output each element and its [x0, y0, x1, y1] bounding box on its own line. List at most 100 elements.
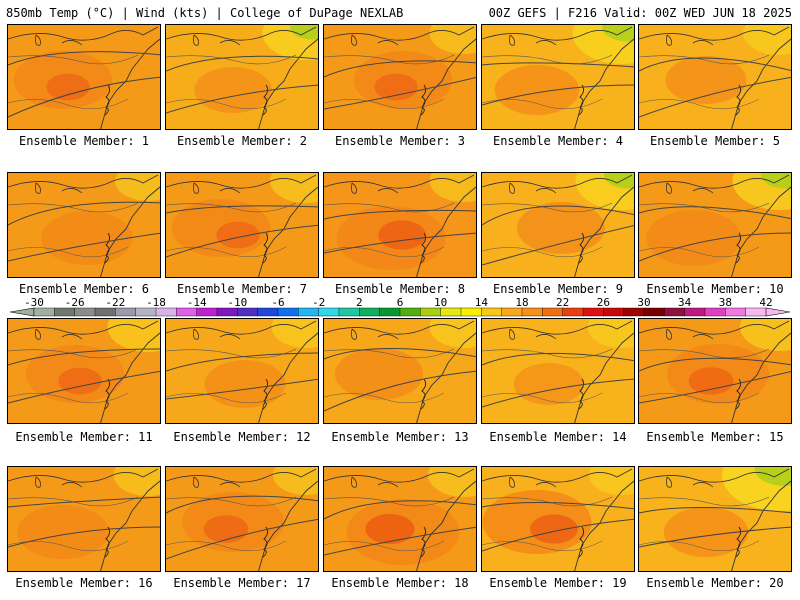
colorbar-max-arrow	[765, 307, 791, 317]
height-contours	[324, 60, 476, 110]
colorbar-swatch	[745, 307, 767, 317]
warm-anomaly-shading	[353, 51, 453, 109]
colorbar-tick-label: -18	[146, 298, 166, 309]
ensemble-map-20	[638, 466, 792, 572]
ensemble-map-4	[481, 24, 635, 130]
colorbar-swatch	[216, 307, 238, 317]
warm-anomaly-shading	[204, 360, 286, 408]
colorbar-tick-label: 18	[515, 298, 528, 309]
warm-anomaly-shading	[665, 56, 747, 104]
height-contours	[8, 348, 160, 404]
height-contours	[8, 51, 160, 118]
ensemble-member-label: Ensemble Member: 15	[646, 430, 784, 444]
ensemble-map-11	[7, 318, 161, 424]
colorbar-tick-label: 2	[356, 298, 363, 309]
ensemble-member-label: Ensemble Member: 19	[489, 576, 627, 590]
warm-anomaly-shading	[17, 505, 109, 559]
colorbar-swatch	[481, 307, 503, 317]
colorbar-swatch	[74, 307, 96, 317]
ensemble-member-label: Ensemble Member: 20	[646, 576, 784, 590]
ensemble-member-label: Ensemble Member: 17	[173, 576, 311, 590]
ensemble-map-15	[638, 318, 792, 424]
warm-anomaly-shading	[41, 211, 133, 265]
ensemble-map-8	[323, 172, 477, 278]
warm-anomaly-shading	[13, 51, 113, 109]
colorbar-tick-label: 14	[475, 298, 489, 309]
height-contours	[639, 507, 791, 548]
height-contours	[639, 206, 791, 262]
colorbar-tick-label: -2	[312, 298, 325, 309]
colorbar-min-arrow	[9, 307, 35, 317]
ensemble-map-10	[638, 172, 792, 278]
height-contours	[8, 201, 160, 262]
colorbar-swatch	[684, 307, 706, 317]
ensemble-member-label: Ensemble Member: 12	[173, 430, 311, 444]
colorbar-swatch	[379, 307, 401, 317]
colorbar-tick-label: 42	[759, 298, 772, 309]
colorbar-swatch	[582, 307, 604, 317]
ensemble-member-label: Ensemble Member: 3	[334, 134, 466, 148]
warm-anomaly-shading	[513, 363, 585, 405]
cool-anomaly-shading	[572, 25, 634, 64]
height-contours	[482, 501, 634, 552]
height-contours	[166, 352, 318, 400]
ensemble-map-19	[481, 466, 635, 572]
ensemble-member-label: Ensemble Member: 11	[15, 430, 153, 444]
colorbar-tick-label: 10	[434, 298, 447, 309]
colorbar-swatch	[460, 307, 482, 317]
colorbar-swatch	[603, 307, 625, 317]
colorbar-swatch	[33, 307, 55, 317]
warm-anomaly-shading	[335, 348, 423, 400]
colorbar-swatch	[420, 307, 442, 317]
height-contours	[482, 62, 634, 106]
warm-anomaly-shading	[336, 206, 446, 270]
height-contours	[166, 55, 318, 114]
ensemble-map-13	[323, 318, 477, 424]
warm-anomaly-shading	[663, 507, 749, 557]
colorbar-tick-label: 26	[597, 298, 610, 309]
height-contours	[639, 357, 791, 404]
ensemble-map-18	[323, 466, 477, 572]
colorbar-tick-label: 34	[678, 298, 692, 309]
colorbar-swatch	[399, 307, 421, 317]
ensemble-map-3	[323, 24, 477, 130]
colorbar-swatch	[440, 307, 462, 317]
ensemble-map-1	[7, 24, 161, 130]
colorbar-swatch	[277, 307, 299, 317]
colorbar-swatch	[562, 307, 584, 317]
warm-anomaly-shading	[171, 199, 271, 257]
colorbar-swatch	[359, 307, 381, 317]
ensemble-member-label: Ensemble Member: 18	[331, 576, 469, 590]
colorbar-swatch	[298, 307, 320, 317]
ensemble-map-5	[638, 24, 792, 130]
ensemble-member-label: Ensemble Member: 5	[649, 134, 781, 148]
ensemble-map-17	[165, 466, 319, 572]
warm-anomaly-shading	[482, 490, 592, 554]
height-contours	[8, 496, 160, 548]
ensemble-map-14	[481, 318, 635, 424]
ensemble-member-label: Ensemble Member: 4	[492, 134, 624, 148]
colorbar-swatch	[115, 307, 137, 317]
warm-anomaly-shading	[346, 499, 460, 565]
chart-title: 850mb Temp (°C) | Wind (kts) | College o…	[6, 6, 404, 20]
colorbar-swatch	[338, 307, 360, 317]
ensemble-member-label: Ensemble Member: 1	[18, 134, 150, 148]
ensemble-member-label: Ensemble Member: 8	[334, 282, 466, 296]
colorbar-tick-label: -22	[105, 298, 125, 309]
colorbar-swatch	[318, 307, 340, 317]
colorbar-tick-label: 38	[719, 298, 732, 309]
colorbar-swatch	[257, 307, 279, 317]
ensemble-map-9	[481, 172, 635, 278]
ensemble-member-label: Ensemble Member: 2	[176, 134, 308, 148]
colorbar-tick-label: -10	[227, 298, 247, 309]
colorbar-tick-label: -6	[271, 298, 284, 309]
colorbar-swatch	[94, 307, 116, 317]
warm-anomaly-shading	[646, 210, 742, 266]
height-contours	[166, 205, 318, 258]
ensemble-member-label: Ensemble Member: 13	[331, 430, 469, 444]
colorbar-swatch	[176, 307, 198, 317]
height-contours	[324, 347, 476, 412]
colorbar-tick-label: -26	[65, 298, 85, 309]
colorbar-tick-label: -30	[24, 298, 44, 309]
warm-anomaly-shading	[194, 67, 272, 113]
